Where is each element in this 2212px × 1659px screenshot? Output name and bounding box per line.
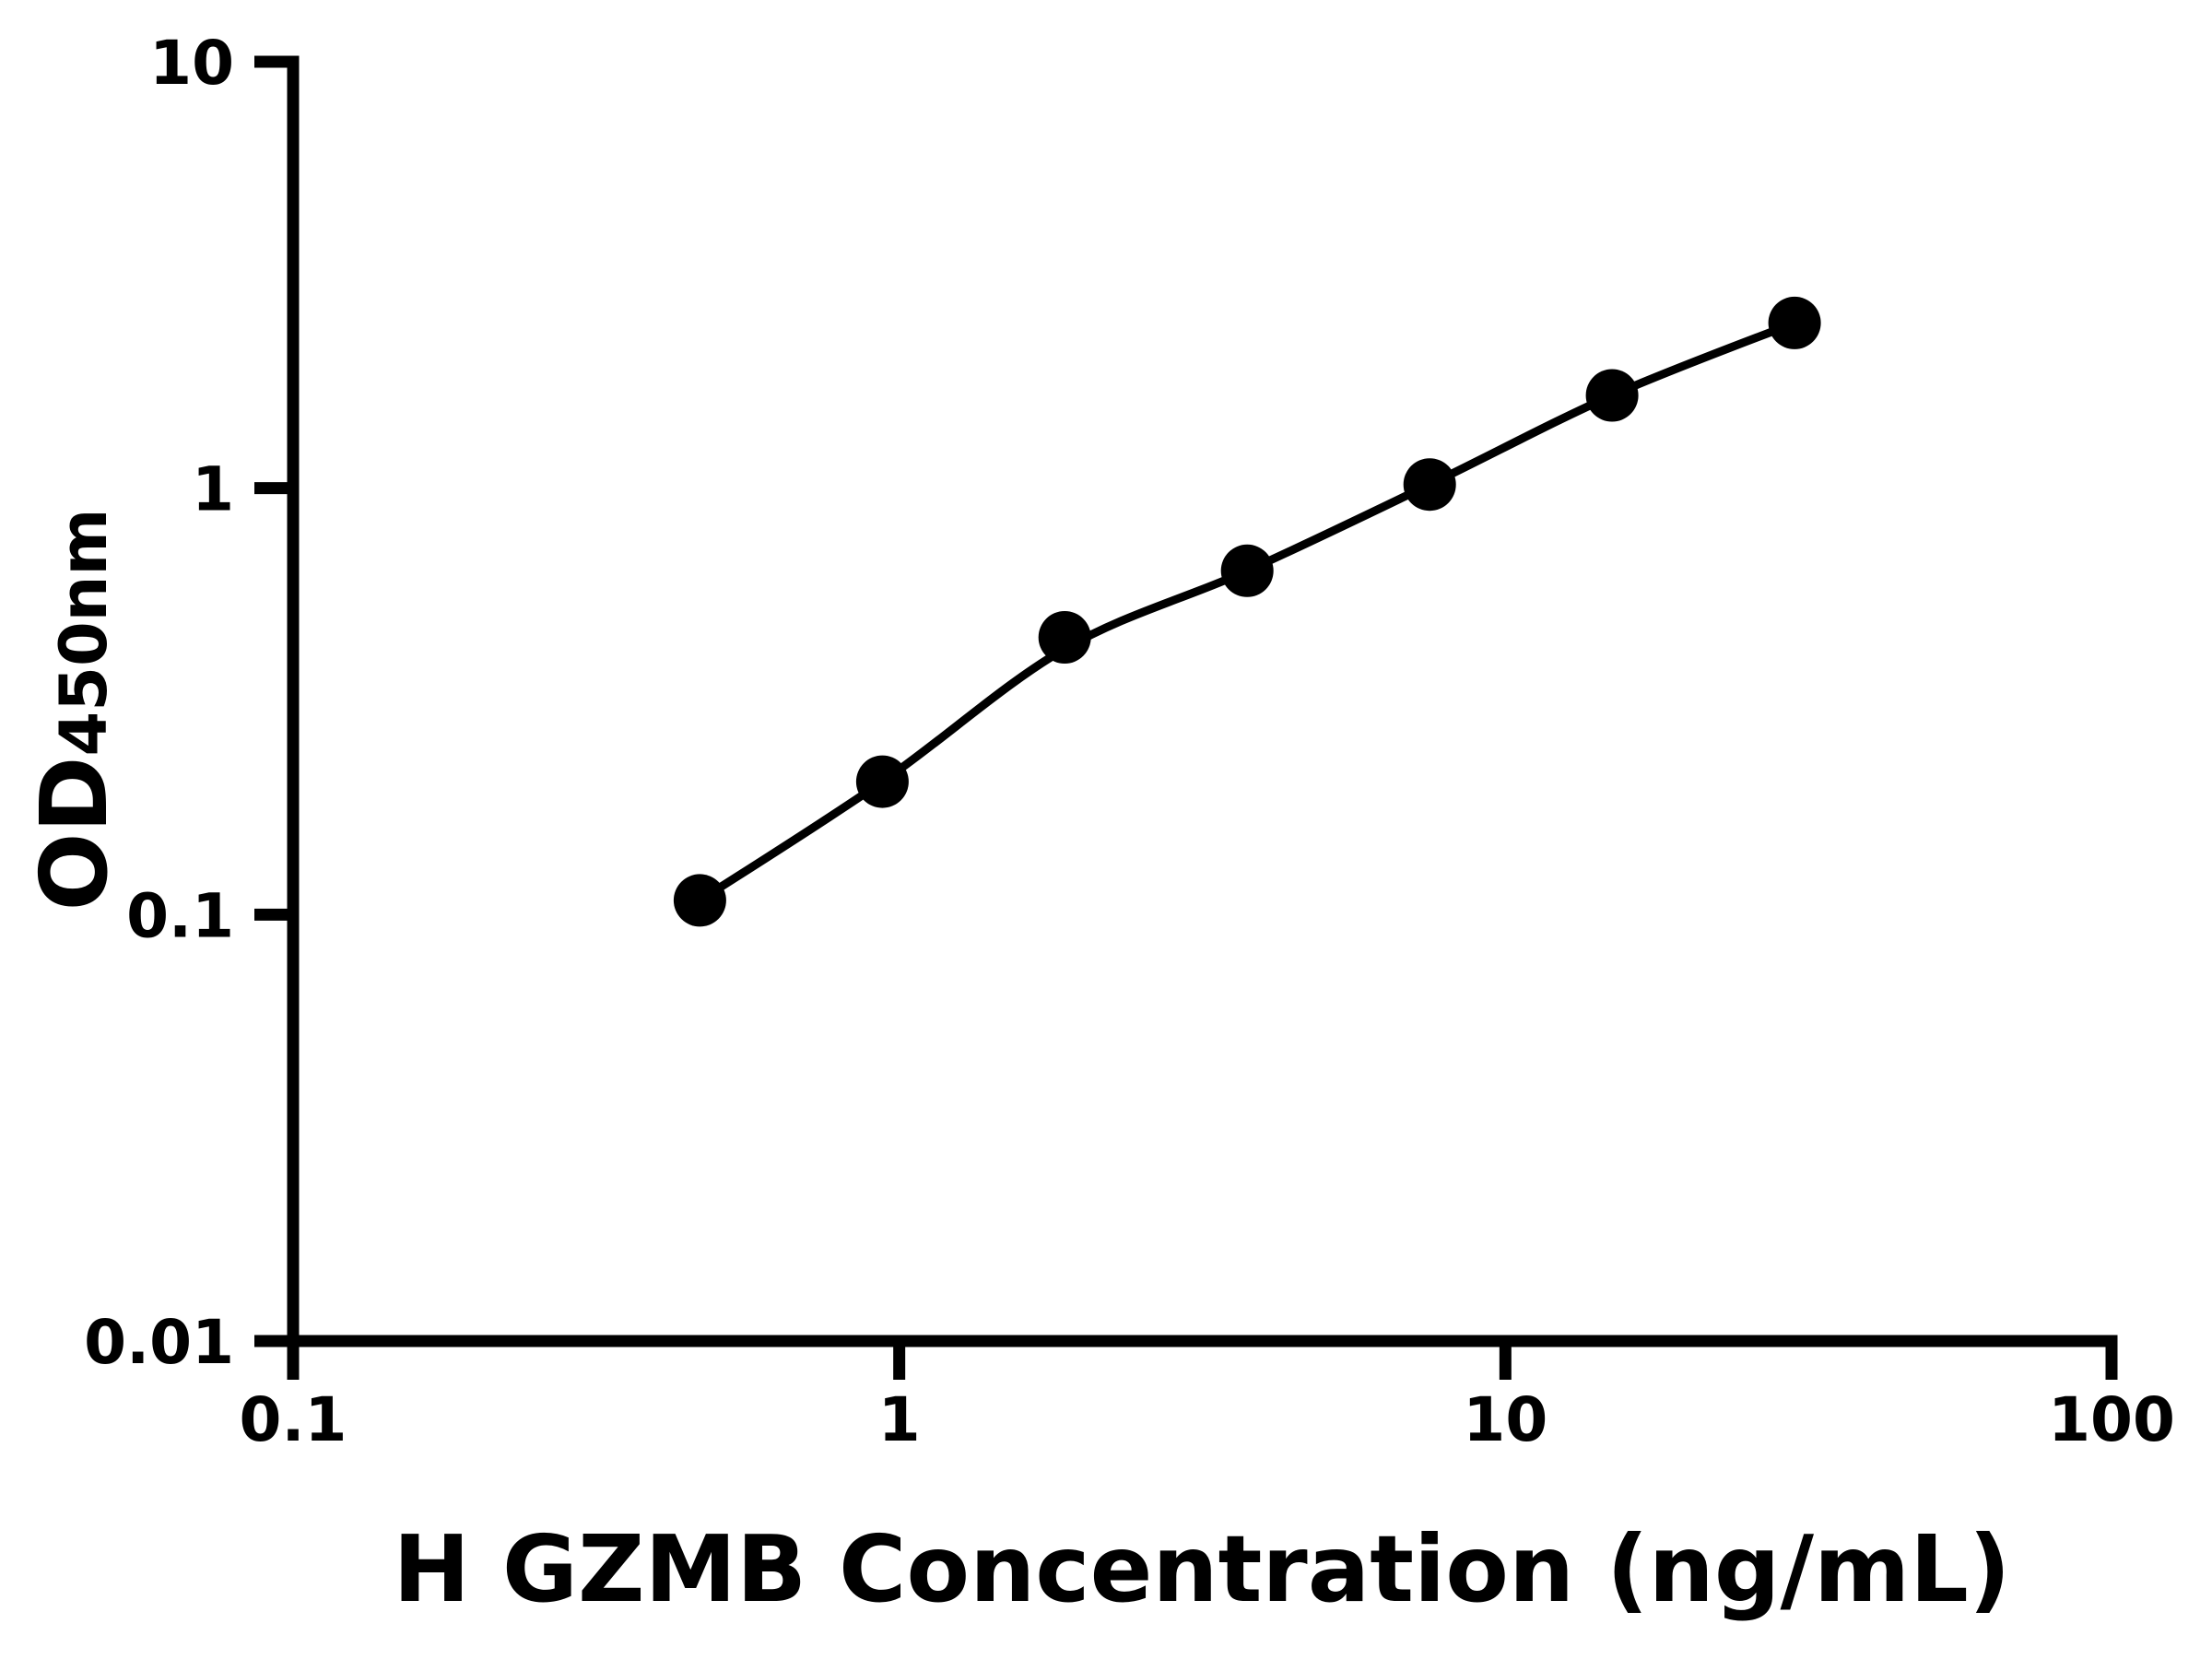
data-point-1 [673, 874, 726, 927]
data-point-4 [1220, 544, 1274, 597]
data-point-3 [1038, 611, 1091, 664]
data-point-6 [1585, 369, 1639, 422]
y-axis-title-subscript: 450nm [46, 509, 122, 757]
data-points [673, 296, 1821, 927]
y-axis-title: OD450nm [20, 509, 128, 912]
axes [287, 55, 2118, 1347]
x-tick-label-0.1: 0.1 [240, 1384, 347, 1455]
y-tick-label-0.01: 0.01 [84, 1307, 234, 1378]
y-axis-tick-labels: 0.01 0.1 1 10 [84, 28, 234, 1378]
x-axis-ticks [287, 1341, 2118, 1380]
data-point-2 [855, 755, 909, 808]
x-tick-label-100: 100 [2048, 1384, 2175, 1455]
x-tick-label-10: 10 [1463, 1384, 1547, 1455]
y-axis-ticks [254, 55, 293, 1347]
x-tick-label-1: 1 [878, 1384, 921, 1455]
y-tick-label-10: 10 [149, 28, 234, 99]
y-tick-label-0.1: 0.1 [126, 880, 234, 951]
y-axis-title-base: OD [20, 756, 128, 911]
x-axis-title: H GZMB Concentration (ng/mL) [393, 1515, 2010, 1623]
data-point-7 [1768, 296, 1821, 349]
data-point-5 [1403, 458, 1456, 512]
y-tick-label-1: 1 [192, 454, 234, 525]
x-axis-tick-labels: 0.1 1 10 100 [240, 1384, 2175, 1455]
